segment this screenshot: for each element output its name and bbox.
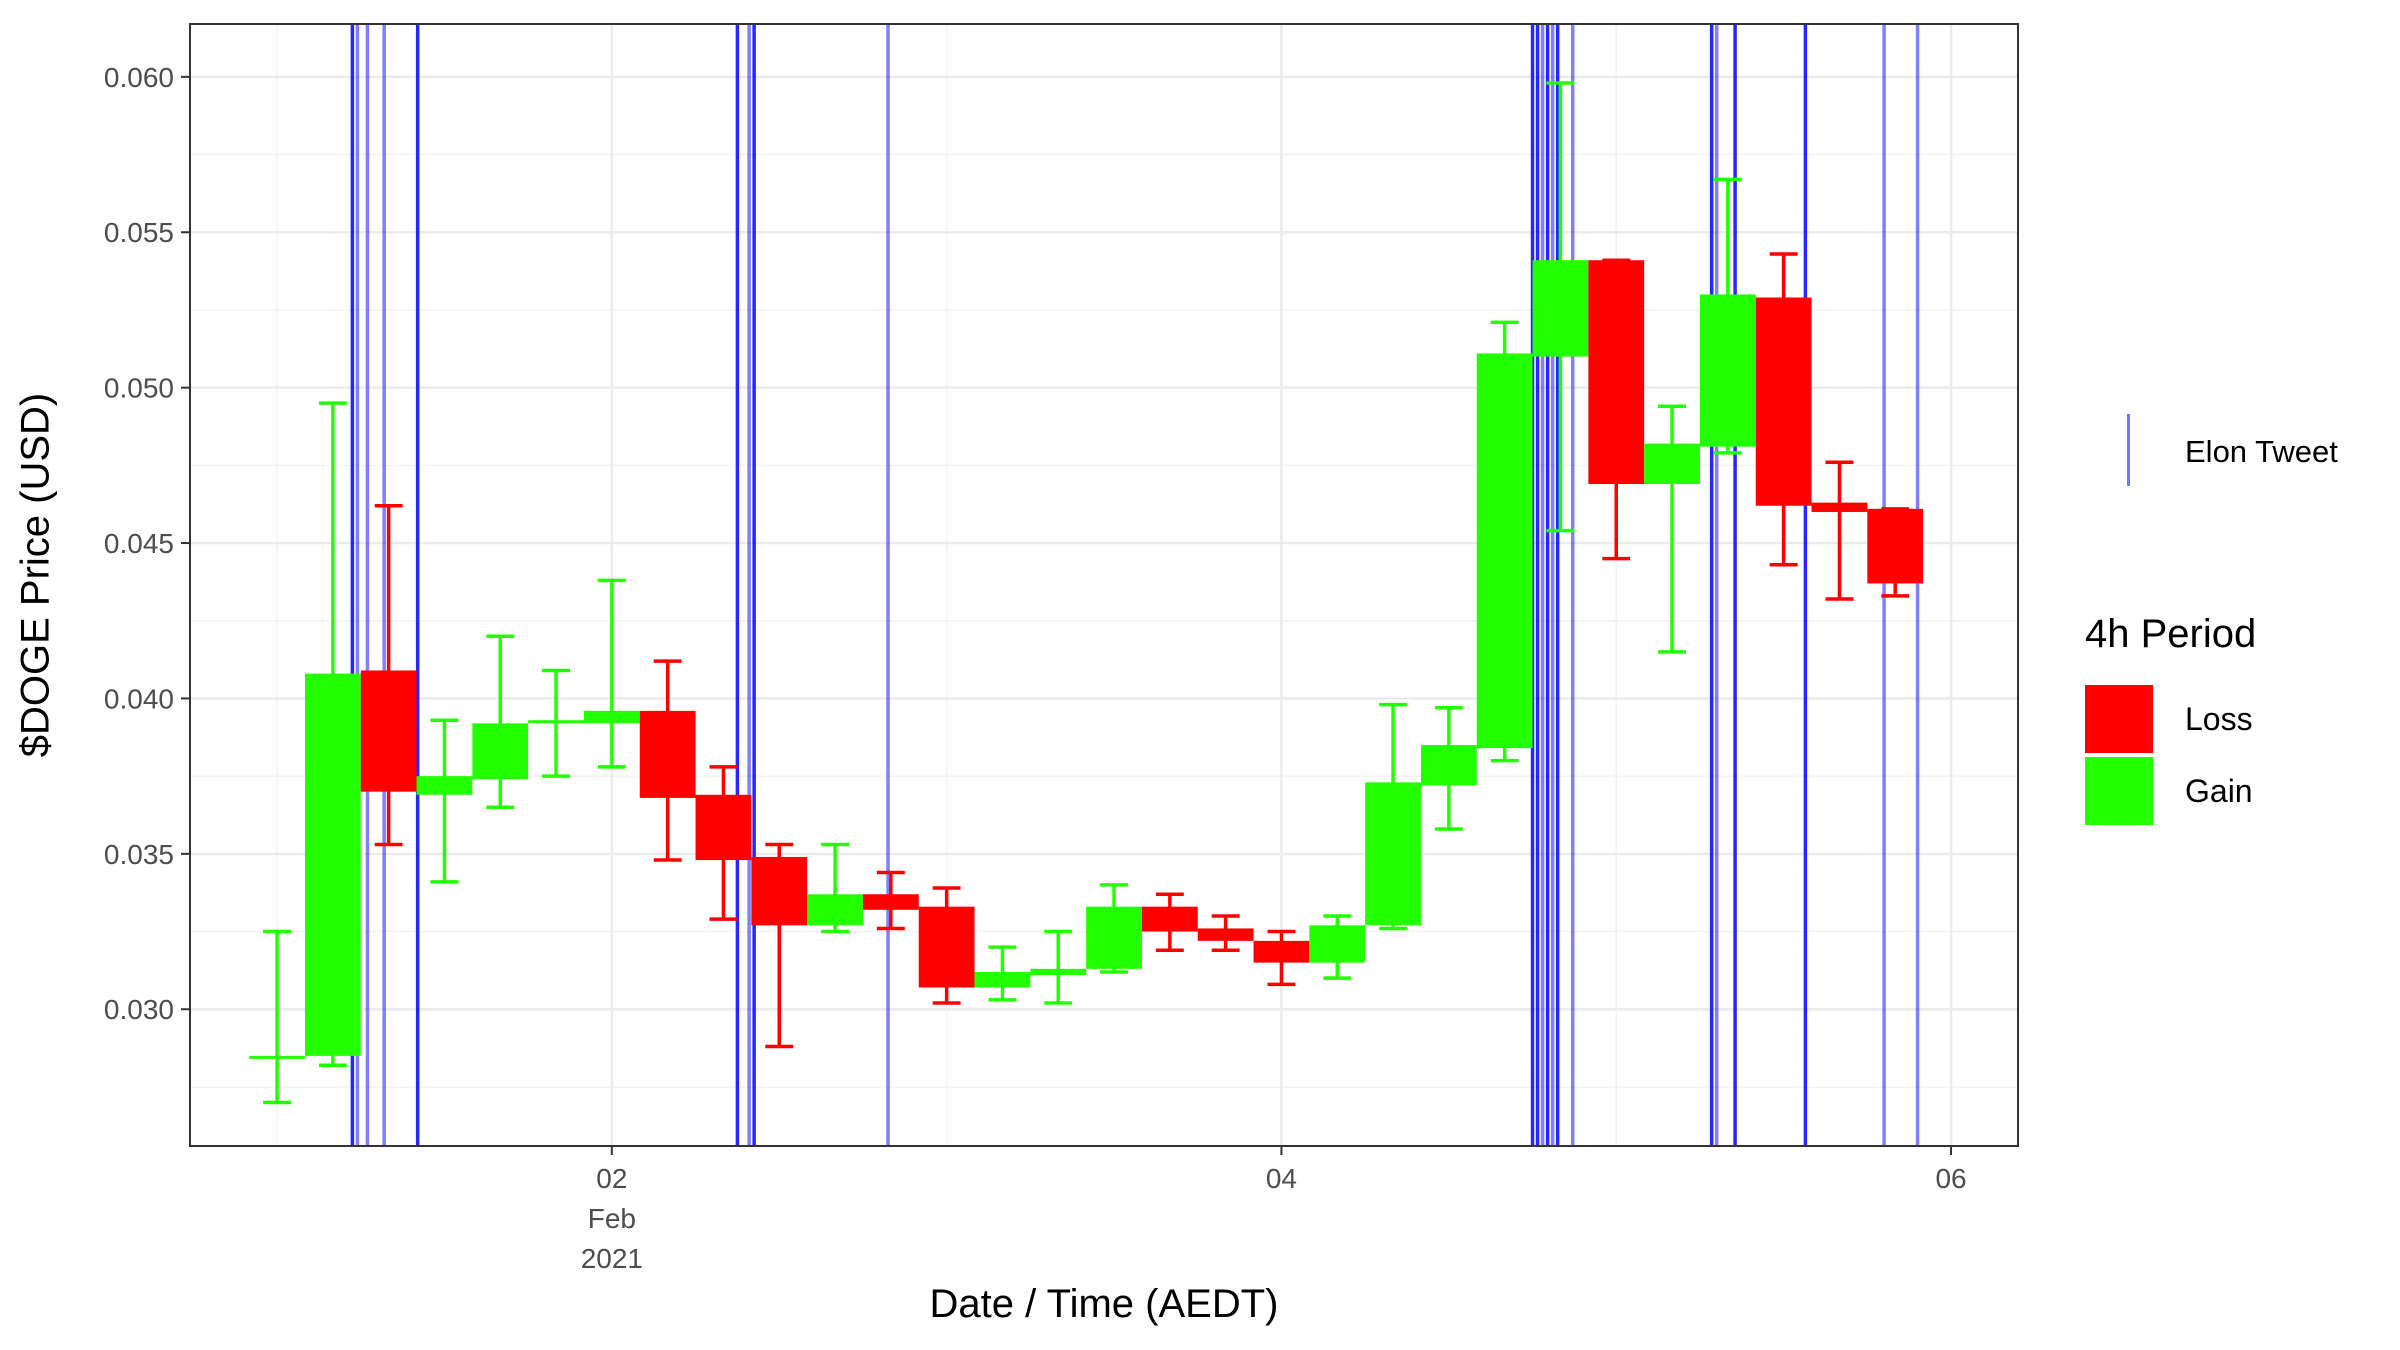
candle-body [1365, 782, 1421, 926]
y-tick-label: 0.050 [104, 373, 174, 404]
x-tick-label: 02 [596, 1163, 627, 1194]
candle-body [1867, 508, 1924, 584]
candle-body [416, 776, 473, 795]
candle-body [360, 670, 417, 792]
legend: Elon Tweet 4h Period Loss Gain [2085, 414, 2385, 829]
legend-title: 4h Period [2085, 612, 2257, 656]
legend-tweet-line [2127, 414, 2130, 486]
x-axis: 02 Feb 2021 04 06 [581, 1146, 1967, 1274]
plot-border [189, 23, 2019, 1147]
candle-body [472, 723, 529, 780]
candle-body [974, 971, 1031, 988]
legend-item-loss: Loss [2085, 685, 2385, 757]
plot-panel [190, 24, 2018, 1146]
legend-key-loss [2085, 685, 2153, 753]
candle-body [583, 710, 640, 724]
candle-body [1030, 968, 1087, 976]
legend-item-gain: Gain [2085, 757, 2385, 829]
x-tick-label: 04 [1266, 1163, 1297, 1194]
candle-bodies [249, 260, 1924, 1059]
y-tick-label: 0.055 [104, 217, 174, 248]
legend-tweet-row: Elon Tweet [2085, 414, 2385, 492]
y-tick-label: 0.040 [104, 683, 174, 714]
candle-body [862, 894, 919, 910]
candle-body [1197, 928, 1254, 941]
candle-body [249, 1055, 305, 1059]
candle-body [807, 894, 863, 926]
candle-body [1476, 353, 1533, 749]
x-tick-label: Feb [588, 1203, 636, 1234]
candle-body [1699, 294, 1756, 447]
candle-body [304, 673, 361, 1056]
candle-body [528, 720, 584, 724]
candle-body [1532, 260, 1589, 357]
candle-body [1644, 443, 1700, 484]
candle-body [1755, 297, 1812, 506]
candle-body [1253, 940, 1310, 963]
legend-label-loss: Loss [2185, 701, 2253, 737]
y-tick-label: 0.045 [104, 528, 174, 559]
x-axis-title: Date / Time (AEDT) [929, 1282, 1279, 1326]
y-tick-label: 0.060 [104, 62, 174, 93]
legend-label-gain: Gain [2185, 773, 2253, 809]
candle-body [1811, 502, 1868, 512]
y-axis: 0.030 0.035 0.040 0.045 0.050 0.055 0.060 [104, 62, 190, 1025]
candle-body [1141, 906, 1198, 932]
x-tick-label: 2021 [581, 1243, 643, 1274]
y-tick-label: 0.035 [104, 839, 174, 870]
candle-body [1588, 260, 1645, 484]
x-tick-label: 06 [1935, 1163, 1966, 1194]
candle-body [1420, 745, 1477, 786]
y-tick-label: 0.030 [104, 994, 174, 1025]
legend-tweet-label: Elon Tweet [2185, 434, 2338, 469]
candle-body [639, 710, 696, 798]
candle-body [695, 794, 752, 861]
candle-body [751, 856, 808, 926]
candle-body [1086, 906, 1142, 969]
candle-body [918, 906, 975, 988]
candle-body [1309, 925, 1366, 963]
y-axis-title: $DOGE Price (USD) [13, 392, 58, 758]
legend-key-gain [2085, 757, 2153, 825]
